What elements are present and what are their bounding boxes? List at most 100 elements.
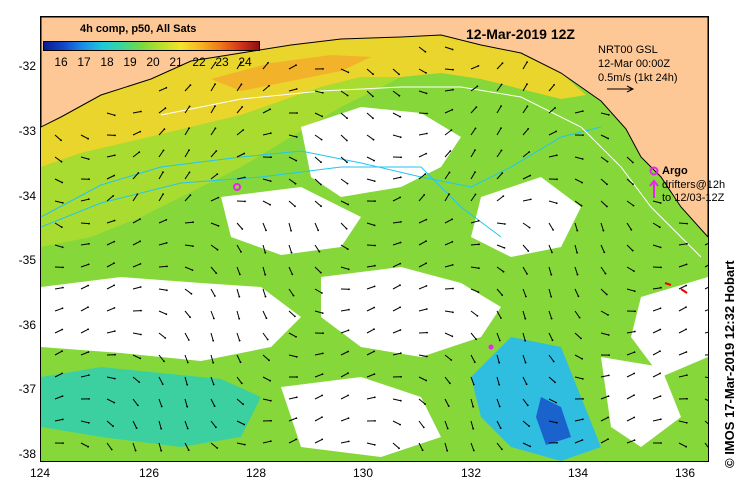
current-vector-head (399, 116, 401, 118)
current-vector-head (216, 173, 218, 175)
x-tick-label: 134 (558, 466, 598, 480)
current-vector-head (582, 439, 584, 441)
current-vector-head (400, 329, 402, 331)
current-vector-head (399, 306, 401, 308)
current-vector-head (582, 158, 584, 160)
current-vector-head (551, 252, 553, 254)
current-vector-head (322, 353, 324, 355)
current-vector-head (425, 219, 427, 221)
current-vector-head (114, 330, 116, 332)
current-vector-head (60, 139, 62, 141)
current-vector-head (577, 274, 579, 276)
current-vector-head (269, 380, 271, 382)
current-vector-head (321, 439, 323, 441)
current-vector-head (400, 376, 402, 378)
current-vector-head (659, 226, 661, 228)
current-vector-head (348, 329, 350, 331)
current-vector-head (426, 133, 428, 135)
current-vector-head (214, 105, 216, 107)
y-tick-label: -32 (4, 59, 36, 73)
current-vector-head (114, 378, 116, 380)
current-vector-head (238, 296, 240, 298)
current-vector-head (320, 272, 322, 274)
current-vector-head (608, 334, 610, 336)
map-title: 12-Mar-2019 12Z (466, 26, 575, 42)
current-vector-head (213, 318, 215, 320)
current-vector-head (686, 243, 688, 245)
current-vector-head (214, 83, 216, 85)
current-vector-head (498, 384, 500, 386)
current-vector-head (451, 109, 453, 111)
current-vector-head (686, 351, 688, 353)
current-vector-head (62, 419, 64, 421)
current-vector-head (556, 178, 558, 180)
colorbar-label: 22 (187, 55, 211, 69)
current-vector-head (188, 127, 190, 129)
current-vector-head (633, 373, 635, 375)
x-tick-label: 128 (236, 466, 276, 480)
y-tick-label: -38 (4, 447, 36, 461)
current-vector-head (374, 444, 376, 446)
current-vector-head (526, 383, 528, 385)
current-vector-head (295, 160, 297, 162)
current-vector-head (215, 127, 217, 129)
current-vector-head (399, 95, 401, 97)
colorbar-label: 23 (210, 55, 234, 69)
current-vector-head (62, 287, 64, 289)
current-vector-head (634, 351, 636, 353)
current-vector-head (214, 405, 216, 407)
current-vector-head (500, 317, 502, 319)
current-vector-head (270, 440, 272, 442)
current-vector-head (140, 286, 142, 288)
current-vector-head (373, 139, 375, 141)
current-vector-head (137, 193, 139, 195)
current-vector-head (140, 310, 142, 312)
current-vector-head (685, 328, 687, 330)
current-vector-head (582, 134, 584, 136)
current-vector (679, 223, 687, 224)
current-vector-head (186, 384, 188, 386)
current-vector-head (581, 205, 583, 207)
current-vector-head (426, 356, 428, 358)
reference-arrow-icon (606, 84, 636, 94)
current-vector-head (61, 329, 63, 331)
current-vector-head (137, 405, 139, 407)
current-vector-head (62, 202, 64, 204)
current-vector-head (478, 243, 480, 245)
current-vector-head (529, 175, 531, 177)
current-vector-head (553, 361, 555, 363)
current-vector-head (61, 161, 63, 163)
current-vector-head (582, 418, 584, 420)
current-vector-head (555, 402, 557, 404)
current-vector-head (608, 375, 610, 377)
current-vector-head (581, 182, 583, 184)
current-vector-head (87, 306, 89, 308)
current-vector-head (113, 402, 115, 404)
current-vector-head (607, 417, 609, 419)
current-vector-head (685, 446, 687, 448)
current-vector-head (634, 331, 636, 333)
current-vector (445, 69, 453, 70)
current-vector-head (264, 274, 266, 276)
current-vector-head (322, 312, 324, 314)
current-vector-head (447, 428, 449, 430)
current-vector-head (295, 64, 297, 66)
current-vector-head (477, 85, 479, 87)
current-vector-head (163, 150, 165, 152)
current-vector-head (212, 362, 214, 364)
current-vector-head (244, 444, 246, 446)
current-vector-head (449, 172, 451, 174)
current-vector-head (88, 198, 90, 200)
current-vector-head (374, 420, 376, 422)
current-vector-head (136, 427, 138, 429)
current-vector-head (139, 358, 141, 360)
current-vector-head (425, 240, 427, 242)
current-vector-head (525, 296, 527, 298)
current-vector-head (296, 396, 298, 398)
current-vector-head (452, 264, 454, 266)
current-vector-head (500, 105, 502, 107)
current-vector-head (139, 240, 141, 242)
current-vector-head (556, 442, 558, 444)
current-vector-head (215, 426, 217, 428)
current-vector-head (320, 184, 322, 186)
